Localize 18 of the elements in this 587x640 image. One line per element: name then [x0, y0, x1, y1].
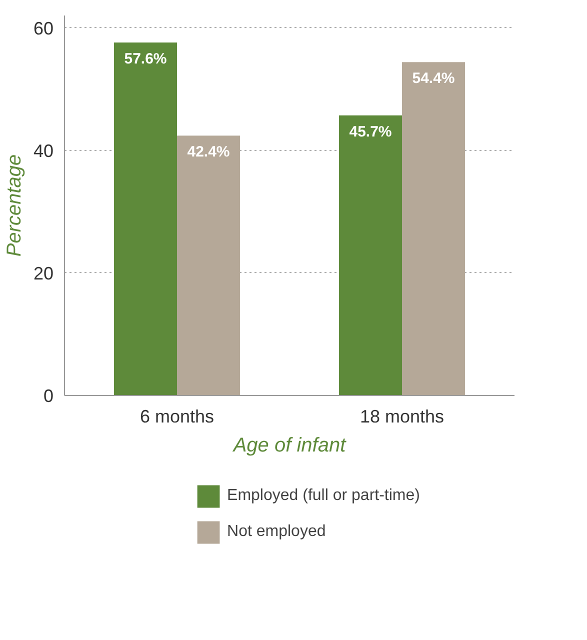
data-label: 42.4% — [187, 144, 230, 161]
x-tick-label: 18 months — [360, 406, 444, 426]
y-axis-title: Percentage — [3, 154, 26, 257]
bar — [339, 115, 402, 396]
y-tick-label: 40 — [33, 140, 54, 161]
y-tick-label: 20 — [33, 263, 54, 284]
x-tick-label: 6 months — [140, 406, 214, 426]
data-label: 54.4% — [412, 70, 455, 88]
bar — [402, 62, 465, 396]
data-label: 45.7% — [349, 123, 392, 140]
bar — [177, 136, 240, 396]
legend-label: Not employed — [227, 523, 326, 541]
legend-label: Employed (full or part-time) — [227, 487, 420, 505]
data-label: 57.6% — [124, 50, 167, 68]
y-tick-label: 0 — [43, 386, 54, 406]
bar — [114, 42, 177, 396]
y-tick-label: 60 — [33, 18, 54, 38]
x-axis-title: Age of infant — [232, 434, 348, 456]
